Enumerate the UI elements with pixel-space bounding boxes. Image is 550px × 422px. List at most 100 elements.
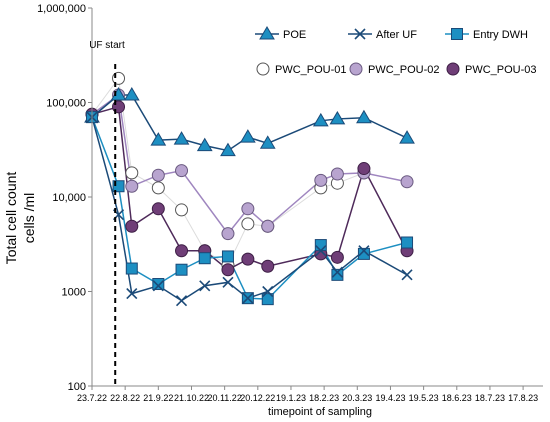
data-point-pwc-pou-03 bbox=[241, 252, 255, 266]
data-point-after-uf bbox=[126, 288, 138, 300]
y-axis-label-line-1: Total cell count bbox=[3, 172, 19, 265]
series-points-pwc-pou-03 bbox=[85, 100, 414, 277]
data-point-after-uf bbox=[401, 269, 413, 281]
data-point-after-uf bbox=[242, 292, 254, 304]
data-point-entry-dwh bbox=[261, 293, 274, 306]
legend-label: Entry DWH bbox=[473, 29, 528, 41]
data-point-poe bbox=[356, 109, 372, 124]
x-tick-label: 18.2.23 bbox=[309, 393, 339, 403]
data-point-entry-dwh bbox=[198, 252, 211, 265]
data-point-pwc-pou-02 bbox=[175, 164, 189, 178]
data-point-entry-dwh bbox=[401, 236, 414, 249]
x-axis-label: timepoint of sampling bbox=[268, 406, 372, 418]
data-point-poe bbox=[220, 142, 236, 157]
data-point-pwc-pou-02 bbox=[221, 227, 235, 241]
data-point-entry-dwh bbox=[175, 263, 188, 276]
data-point-entry-dwh bbox=[331, 268, 344, 281]
data-point-entry-dwh bbox=[125, 262, 138, 275]
x-marker-stroke bbox=[262, 285, 274, 298]
y-tick-label: 100,000 bbox=[46, 98, 86, 110]
data-point-pwc-pou-03 bbox=[151, 202, 165, 216]
data-point-pwc-pou-03 bbox=[330, 250, 344, 264]
data-point-poe bbox=[173, 131, 190, 145]
x-tick-label: 20.12.22 bbox=[240, 393, 275, 403]
ticks: 100 1000 10,000 100,000 1,000,000 23.7.22 22.8… bbox=[37, 3, 538, 403]
uf-start-label: UF start bbox=[89, 40, 125, 51]
legend-item-pwc-pou-02: PWC_POU-02 bbox=[349, 62, 440, 76]
data-point-after-uf bbox=[199, 280, 211, 292]
data-point-pwc-pou-02 bbox=[400, 175, 414, 189]
x-tick-label: 19.1.23 bbox=[276, 393, 306, 403]
legend-item-entry-dwh: Entry DWH bbox=[445, 28, 528, 41]
data-point-poe bbox=[123, 87, 140, 101]
data-point-pwc-pou-03 bbox=[357, 162, 371, 176]
x-marker-stroke bbox=[199, 280, 211, 292]
x-tick-label: 20.3.23 bbox=[342, 393, 372, 403]
legend-item-after-uf: After UF bbox=[348, 28, 417, 41]
data-point-pwc-pou-02 bbox=[314, 173, 328, 187]
x-tick-label: 23.7.22 bbox=[77, 393, 107, 403]
data-point-poe bbox=[312, 112, 329, 127]
legend-label: PWC_POU-01 bbox=[275, 64, 347, 76]
data-point-poe bbox=[259, 135, 276, 149]
data-point-pwc-pou-01 bbox=[125, 166, 139, 180]
legend-marker bbox=[259, 26, 275, 40]
legend-item-poe: POE bbox=[255, 26, 306, 41]
data-point-after-uf bbox=[358, 245, 370, 257]
y-tick-label: 100 bbox=[68, 381, 86, 393]
x-marker-stroke bbox=[242, 292, 254, 304]
x-marker-stroke bbox=[354, 28, 366, 40]
data-point-after-uf bbox=[315, 245, 327, 257]
data-point-pwc-pou-01 bbox=[151, 181, 165, 195]
data-point-after-uf bbox=[262, 285, 274, 298]
series-line-pwc-pou-03 bbox=[91, 105, 408, 271]
legend-marker bbox=[256, 62, 270, 76]
x-tick-label: 22.8.22 bbox=[110, 393, 140, 403]
x-marker-stroke bbox=[358, 245, 370, 257]
data-point-pwc-pou-03 bbox=[261, 259, 275, 273]
data-point-poe bbox=[150, 132, 167, 146]
x-marker-stroke bbox=[315, 245, 327, 257]
x-tick-label: 21.9.22 bbox=[143, 393, 173, 403]
legend-marker bbox=[349, 62, 363, 76]
data-point-pwc-pou-03 bbox=[125, 219, 139, 233]
legend-marker bbox=[446, 62, 460, 76]
y-tick-label: 10,000 bbox=[52, 192, 86, 204]
data-point-pwc-pou-02 bbox=[151, 168, 165, 182]
data-point-entry-dwh bbox=[221, 250, 234, 263]
legend-marker bbox=[451, 28, 463, 40]
x-marker-stroke bbox=[222, 276, 234, 288]
data-point-after-uf bbox=[331, 266, 343, 278]
x-marker-stroke bbox=[126, 288, 138, 300]
data-point-entry-dwh bbox=[152, 278, 165, 291]
y-tick-label: 1000 bbox=[62, 287, 86, 299]
data-point-entry-dwh bbox=[314, 239, 327, 252]
data-point-after-uf bbox=[222, 276, 234, 288]
series-points-pwc-pou-01 bbox=[85, 71, 371, 272]
series-layer bbox=[84, 71, 415, 307]
x-marker-stroke bbox=[331, 266, 343, 278]
data-point-pwc-pou-02 bbox=[330, 167, 344, 181]
data-point-after-uf bbox=[175, 295, 188, 307]
data-point-poe bbox=[239, 129, 256, 143]
x-tick-label: 19.4.23 bbox=[375, 393, 405, 403]
data-point-entry-dwh bbox=[357, 247, 370, 260]
data-point-pwc-pou-01 bbox=[241, 217, 255, 231]
y-axis-label: Total cell count cells /ml bbox=[3, 172, 37, 265]
data-point-pwc-pou-01 bbox=[175, 203, 189, 217]
legend-label: POE bbox=[283, 29, 306, 41]
y-axis-label-line-2: cells /ml bbox=[21, 193, 37, 244]
data-point-pwc-pou-03 bbox=[221, 263, 235, 277]
legend: POE After UF Entry DWH PWC_POU-01 PWC_POU-02… bbox=[255, 26, 537, 76]
legend-marker bbox=[354, 28, 366, 40]
legend-label: PWC_POU-03 bbox=[465, 64, 537, 76]
x-marker-stroke bbox=[152, 280, 164, 292]
legend-label: PWC_POU-02 bbox=[368, 64, 440, 76]
x-tick-label: 21.10.22 bbox=[174, 393, 209, 403]
data-point-pwc-pou-02 bbox=[261, 219, 275, 233]
data-point-poe bbox=[329, 110, 346, 125]
series-points-poe bbox=[84, 87, 415, 157]
data-point-poe bbox=[399, 130, 415, 144]
x-marker-stroke bbox=[175, 295, 188, 307]
